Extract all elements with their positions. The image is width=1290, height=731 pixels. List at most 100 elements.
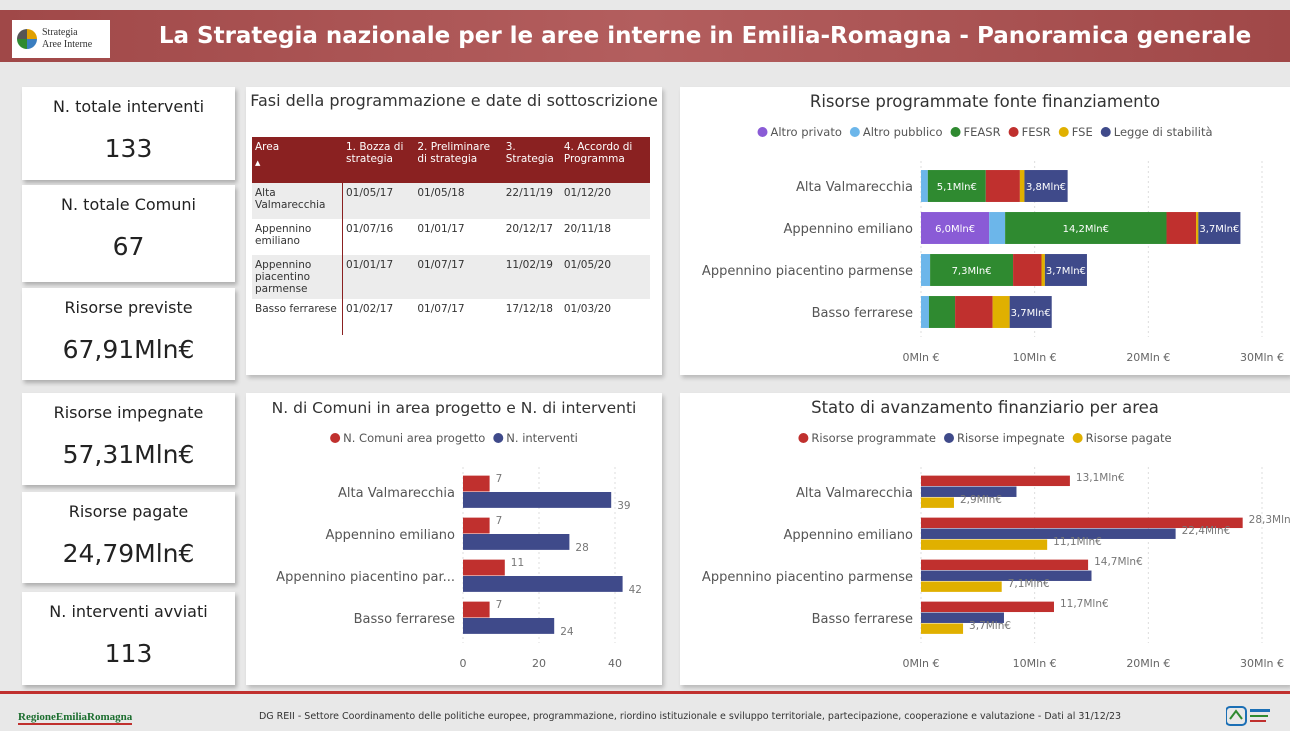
bar-segment (989, 212, 1006, 244)
bar-segment (928, 296, 956, 328)
legend-label: Risorse impegnate (957, 431, 1065, 445)
bar (921, 517, 1243, 529)
x-tick-label: 30Mln € (1240, 351, 1284, 364)
y-tick-label: Alta Valmarecchia (338, 486, 455, 501)
data-label: 39 (617, 500, 630, 512)
data-label: 13,1Mln€ (1076, 472, 1125, 484)
bar (921, 559, 1089, 571)
table-cell: Basso ferrarese (252, 299, 343, 335)
kpi-value: 24,79Mln€ (62, 539, 195, 568)
kpi-card: N. totale interventi 133 (22, 87, 235, 180)
table-row: Appennino emiliano 01/07/16 01/01/17 20/12/… (252, 219, 650, 255)
table-cell: 01/05/17 (342, 183, 415, 219)
table-row: Basso ferrarese 01/02/17 01/07/17 17/12/18 0… (252, 299, 650, 335)
footer-logo (1226, 706, 1270, 726)
y-tick-label: Appennino emiliano (784, 528, 914, 543)
table-cell: 01/01/17 (342, 255, 415, 299)
bar-segment (1196, 212, 1199, 244)
kpi-label: N. totale interventi (52, 97, 205, 116)
x-tick-label: 20 (532, 657, 546, 670)
column-header: Area ▲ (252, 137, 343, 183)
legend-label: Altro pubblico (863, 125, 943, 139)
bar-segment (1166, 212, 1197, 244)
kpi-card: Risorse previste 67,91Mln€ (22, 288, 235, 380)
kpi-label: N. interventi avviati (49, 602, 208, 621)
legend-label: N. Comuni area progetto (343, 431, 485, 445)
table-cell: 01/07/16 (346, 223, 394, 235)
column-header: 1. Bozza di strategia (342, 137, 415, 183)
table-cell: 01/05/20 (560, 255, 650, 299)
legend-label: Risorse programmate (811, 431, 936, 445)
bar (463, 618, 555, 634)
data-label: 28,3Mln€ (1249, 514, 1290, 526)
table-cell: 01/12/20 (560, 183, 650, 219)
chart-panel: Stato di avanzamento finanziario per are… (680, 393, 1290, 685)
legend-marker (330, 433, 341, 443)
data-label: 11 (511, 557, 524, 569)
bar (921, 581, 1002, 592)
bar (921, 486, 1017, 497)
kpi-card: N. totale Comuni 67 (22, 185, 235, 282)
bar-segment (992, 296, 1010, 328)
legend-marker (1100, 127, 1111, 137)
legend-marker (493, 433, 504, 443)
y-tick-label: Appennino piacentino par... (276, 570, 455, 585)
legend-marker (1058, 127, 1069, 137)
data-label: 3,7Mln€ (969, 620, 1011, 632)
table-header-row: Area ▲ 1. Bozza di strategia 2. Preliminare… (252, 137, 650, 183)
kpi-card: Risorse impegnate 57,31Mln€ (22, 393, 235, 485)
data-label: 7 (496, 599, 503, 611)
y-tick-label: Basso ferrarese (812, 306, 913, 321)
x-tick-label: 20Mln € (1126, 351, 1170, 364)
data-label: 3,7Mln€ (1011, 308, 1051, 319)
bar (921, 570, 1092, 581)
y-tick-label: Alta Valmarecchia (796, 486, 913, 501)
data-label: 6,0Mln€ (935, 224, 975, 235)
table-title: Fasi della programmazione e date di sott… (250, 91, 658, 110)
chart-panel: N. di Comuni in area progetto e N. di in… (246, 393, 662, 685)
kpi-card: Risorse pagate 24,79Mln€ (22, 492, 235, 583)
data-label: 7,3Mln€ (952, 266, 992, 277)
bar (921, 623, 964, 634)
bar (463, 475, 490, 492)
table-row: Appennino piacentino parmense 01/01/17 01/… (252, 255, 650, 299)
legend-label: FSE (1072, 125, 1093, 139)
data-label: 42 (629, 584, 642, 596)
header-bar (0, 10, 1290, 62)
table-cell: Alta Valmarecchia (252, 183, 343, 219)
data-label: 14,2Mln€ (1063, 224, 1109, 235)
data-label: 14,7Mln€ (1094, 556, 1143, 568)
data-label: 22,4Mln€ (1182, 525, 1231, 537)
chart-title: N. di Comuni in area progetto e N. di in… (272, 399, 637, 417)
table-cell: 11/02/19 (502, 255, 561, 299)
y-tick-label: Appennino piacentino parmense (702, 264, 913, 279)
x-tick-label: 0 (460, 657, 467, 670)
footer-text: DG REII - Settore Coordinamento delle po… (258, 711, 1122, 722)
legend-label: Altro privato (771, 125, 842, 139)
bar (921, 539, 1048, 550)
bar (463, 559, 505, 576)
legend-marker (849, 127, 860, 137)
legend-label: Legge di stabilità (1114, 125, 1213, 139)
table-cell: 20/11/18 (563, 223, 612, 235)
kpi-card: N. interventi avviati 113 (22, 592, 235, 685)
x-tick-label: 0Mln € (902, 657, 939, 670)
kpi-value: 57,31Mln€ (62, 440, 195, 469)
bar-segment (1005, 212, 1167, 244)
y-tick-label: Alta Valmarecchia (796, 180, 913, 195)
data-label: 5,1Mln€ (937, 182, 977, 193)
y-tick-label: Appennino piacentino parmense (702, 570, 913, 585)
data-label: 7 (496, 515, 503, 527)
bar-segment (985, 170, 1020, 202)
chart: Risorse programmate fonte finanziamento A… (702, 92, 1284, 364)
kpi-value: 67 (112, 232, 145, 261)
bar-segment (1024, 170, 1068, 202)
bar-segment (921, 296, 929, 328)
bar (463, 534, 570, 550)
table: Area ▲ 1. Bozza di strategia 2. Preliminare… (252, 137, 650, 335)
data-label: 3,7Mln€ (1046, 266, 1086, 277)
x-tick-label: 20Mln € (1126, 657, 1170, 670)
bar (921, 475, 1070, 487)
data-label: 11,7Mln€ (1060, 598, 1109, 610)
